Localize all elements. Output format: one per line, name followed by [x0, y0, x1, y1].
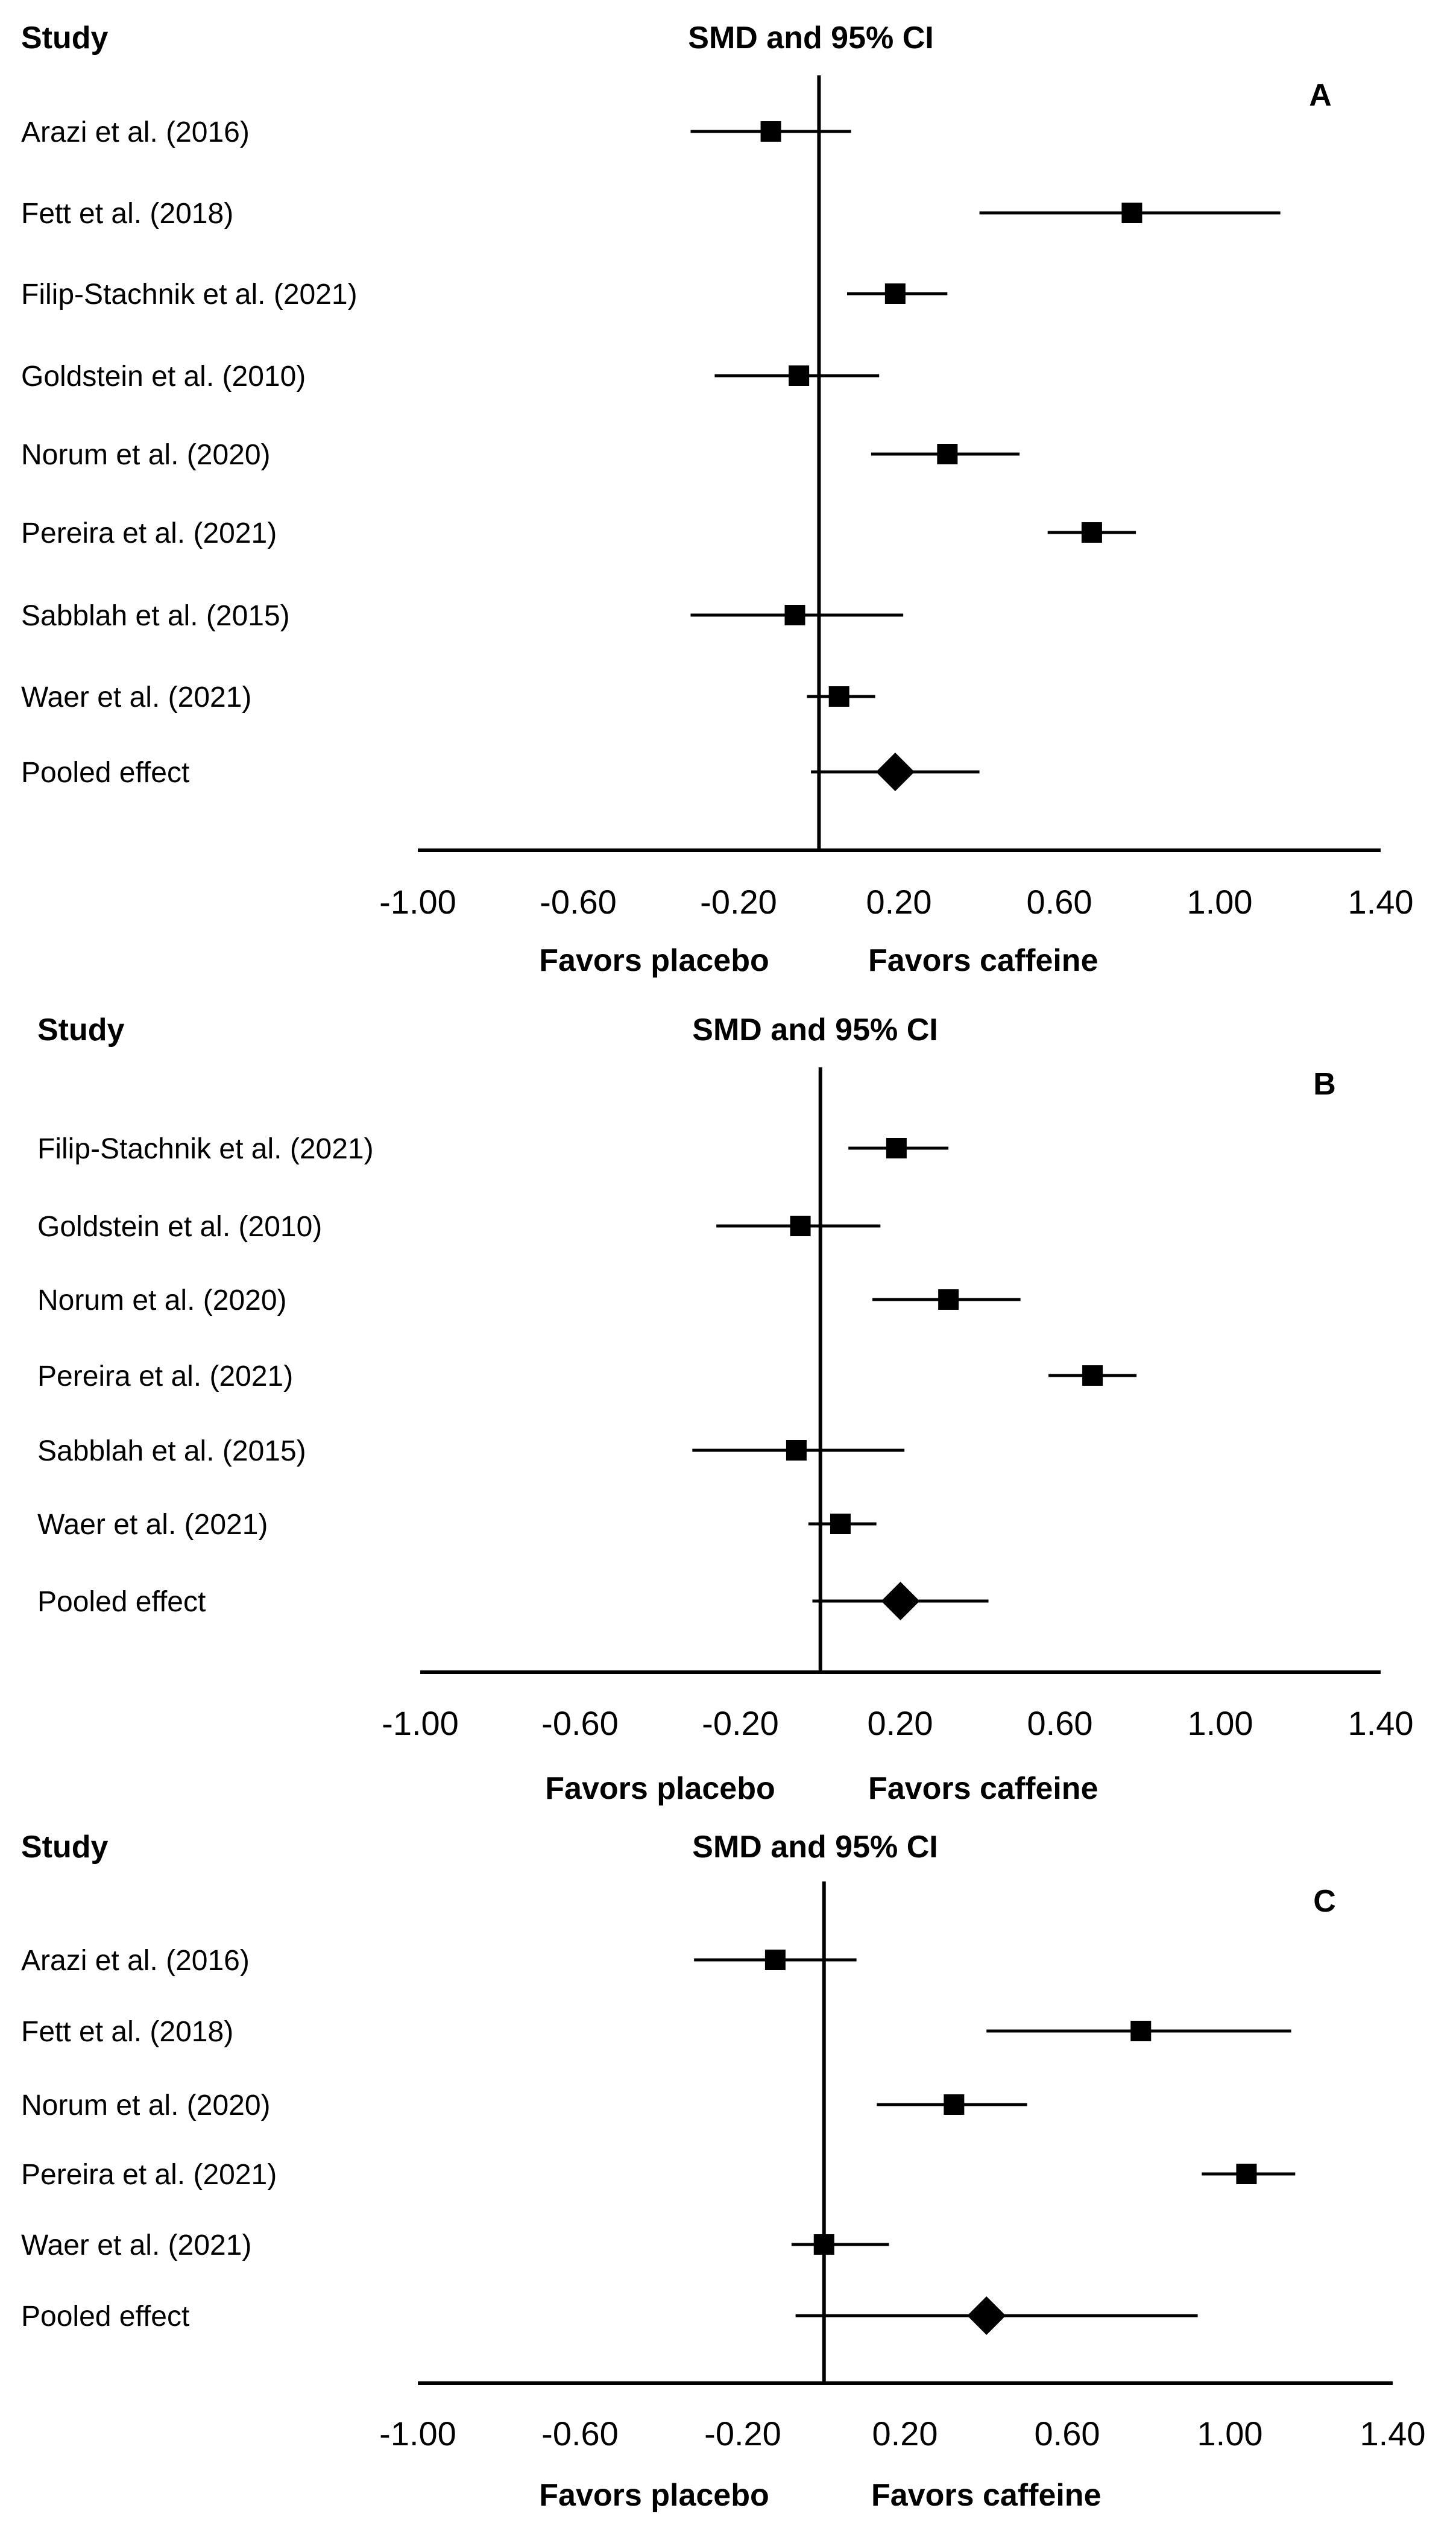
x-tick-label: 1.40 — [1348, 1704, 1414, 1742]
panel-letter: C — [1313, 1884, 1336, 1919]
effect-size-marker — [937, 444, 958, 464]
forest-panel-b: Study SMD and 95% CI B -1.00 -0.60 -0.20 0.20 0… — [37, 1012, 1414, 1806]
x-tick-label: 1.40 — [1360, 2415, 1426, 2453]
effect-size-marker — [789, 365, 810, 386]
study-label: Waer et al. (2021) — [21, 681, 251, 713]
effect-size-marker — [1121, 203, 1142, 223]
effect-size-marker — [760, 121, 781, 142]
x-tick-label: -0.20 — [704, 2415, 781, 2453]
effect-size-marker — [784, 605, 805, 625]
study-label: Filip-Stachnik et al. (2021) — [37, 1133, 374, 1165]
effect-size-marker — [764, 1950, 786, 1970]
pooled-effect-diamond — [967, 2296, 1006, 2335]
favors-placebo-label: Favors placebo — [539, 943, 769, 978]
effect-size-marker — [790, 1216, 811, 1236]
x-tick-label: -1.00 — [379, 883, 456, 921]
pooled-effect-diamond — [875, 753, 915, 791]
study-label: Fett et al. (2018) — [21, 2016, 233, 2048]
panel-letter: B — [1313, 1067, 1336, 1102]
effect-size-marker — [786, 1440, 807, 1461]
x-tick-label: 0.60 — [1027, 1704, 1093, 1742]
effect-size-marker — [938, 1289, 959, 1310]
x-tick-label: -0.60 — [540, 883, 617, 921]
effect-size-marker — [828, 686, 849, 707]
forest-panel-c: Study SMD and 95% CI C -1.00 -0.60 -0.20 0.20 0… — [21, 1830, 1426, 2513]
favors-caffeine-label: Favors caffeine — [868, 1771, 1098, 1806]
study-label: Arazi et al. (2016) — [21, 116, 250, 148]
study-label: Pooled effect — [21, 757, 189, 789]
pooled-effect-diamond — [881, 1582, 920, 1620]
x-tick-label: 0.20 — [866, 883, 932, 921]
x-tick-label: 0.20 — [872, 2415, 938, 2453]
favors-caffeine-label: Favors caffeine — [868, 943, 1098, 978]
study-label: Fett et al. (2018) — [21, 198, 233, 230]
effect-size-marker — [1236, 2164, 1257, 2184]
x-tick-label: 0.60 — [1035, 2415, 1100, 2453]
smd-ci-header: SMD and 95% CI — [688, 21, 933, 55]
x-tick-label: 1.00 — [1188, 1704, 1253, 1742]
study-column-header: Study — [37, 1012, 125, 1047]
effect-size-marker — [830, 1514, 851, 1534]
x-tick-label: -1.00 — [379, 2415, 456, 2453]
x-tick-label: 1.00 — [1197, 2415, 1263, 2453]
study-column-header: Study — [21, 1830, 109, 1865]
effect-size-marker — [1082, 1365, 1103, 1386]
study-label: Pooled effect — [37, 1586, 206, 1618]
favors-placebo-label: Favors placebo — [545, 1771, 775, 1806]
study-label: Waer et al. (2021) — [21, 2229, 251, 2261]
x-tick-label: 1.40 — [1348, 883, 1414, 921]
x-tick-label: -0.20 — [702, 1704, 779, 1742]
x-tick-label: 1.00 — [1187, 883, 1253, 921]
study-label: Arazi et al. (2016) — [21, 1945, 250, 1977]
smd-ci-header: SMD and 95% CI — [692, 1012, 938, 1047]
x-tick-label: 0.20 — [868, 1704, 933, 1742]
smd-ci-header: SMD and 95% CI — [692, 1830, 938, 1865]
x-tick-label: -0.60 — [541, 2415, 619, 2453]
x-tick-label: -1.00 — [382, 1704, 459, 1742]
forest-panel-a: Study SMD and 95% CI A -1.00 -0.60 -0.20 0.20 0… — [21, 21, 1414, 978]
study-label: Pooled effect — [21, 2301, 189, 2333]
effect-size-marker — [884, 283, 906, 304]
panel-letter: A — [1309, 78, 1332, 113]
study-label: Norum et al. (2020) — [37, 1284, 287, 1316]
x-tick-label: -0.60 — [541, 1704, 619, 1742]
study-label: Waer et al. (2021) — [37, 1509, 268, 1541]
study-label: Pereira et al. (2021) — [37, 1360, 293, 1392]
effect-size-marker — [813, 2234, 834, 2255]
study-column-header: Study — [21, 21, 109, 55]
study-label: Pereira et al. (2021) — [21, 517, 277, 549]
study-label: Pereira et al. (2021) — [21, 2159, 277, 2191]
x-tick-label: 0.60 — [1027, 883, 1092, 921]
study-label: Filip-Stachnik et al. (2021) — [21, 279, 358, 311]
study-label: Sabblah et al. (2015) — [21, 600, 290, 632]
effect-size-marker — [1081, 522, 1102, 543]
favors-caffeine-label: Favors caffeine — [871, 2478, 1101, 2513]
study-label: Norum et al. (2020) — [21, 439, 271, 471]
effect-size-marker — [886, 1138, 907, 1158]
effect-size-marker — [944, 2094, 965, 2115]
effect-size-marker — [1130, 2021, 1152, 2041]
study-label: Goldstein et al. (2010) — [21, 361, 306, 393]
study-label: Sabblah et al. (2015) — [37, 1435, 306, 1467]
study-label: Norum et al. (2020) — [21, 2090, 271, 2121]
x-tick-label: -0.20 — [700, 883, 777, 921]
study-label: Goldstein et al. (2010) — [37, 1211, 322, 1243]
favors-placebo-label: Favors placebo — [539, 2478, 769, 2513]
